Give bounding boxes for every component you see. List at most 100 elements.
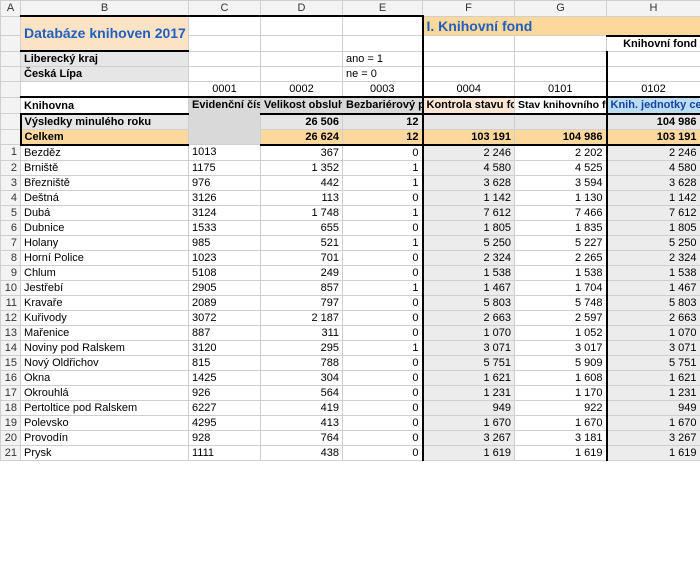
cell-evid[interactable]: 815 [189,355,261,370]
cell-prev[interactable]: 1 704 [515,280,607,295]
cell-curr[interactable]: 1 070 [607,325,700,340]
cell-pop[interactable]: 442 [261,175,343,190]
cell-name[interactable]: Horní Police [21,250,189,265]
cell-evid[interactable]: 1111 [189,445,261,460]
cell-ctrl[interactable]: 3 628 [423,175,515,190]
row-number[interactable]: 12 [1,310,21,325]
cell-pop[interactable]: 521 [261,235,343,250]
cell-ctrl[interactable]: 7 612 [423,205,515,220]
prev-label[interactable]: Výsledky minulého roku [21,114,189,130]
row-number[interactable]: 7 [1,235,21,250]
cell-curr[interactable]: 2 324 [607,250,700,265]
prev-D[interactable]: 26 506 [261,114,343,130]
cell-name[interactable]: Okna [21,370,189,385]
cell-curr[interactable]: 7 612 [607,205,700,220]
cell-curr[interactable]: 3 267 [607,430,700,445]
cell-curr[interactable]: 949 [607,400,700,415]
tot-H[interactable]: 103 191 [607,129,700,145]
cell-prev[interactable]: 7 466 [515,205,607,220]
tot-G[interactable]: 104 986 [515,129,607,145]
cell-prev[interactable]: 1 052 [515,325,607,340]
cell-pop[interactable]: 1 352 [261,160,343,175]
cell-ctrl[interactable]: 1 231 [423,385,515,400]
cell-ctrl[interactable]: 3 267 [423,430,515,445]
hdr-acc[interactable]: Bezbariérový přístup [343,97,423,114]
cell-evid[interactable]: 926 [189,385,261,400]
cell-curr[interactable]: 1 231 [607,385,700,400]
row-number[interactable]: 5 [1,205,21,220]
cell-pop[interactable]: 419 [261,400,343,415]
cell-acc[interactable]: 1 [343,235,423,250]
cell-evid[interactable]: 887 [189,325,261,340]
cell-prev[interactable]: 5 909 [515,355,607,370]
row-number[interactable]: 10 [1,280,21,295]
cell-acc[interactable]: 1 [343,160,423,175]
hdr-curr[interactable]: Knih. jednotky celkem sledovaného roku [607,97,700,114]
cell-pop[interactable]: 655 [261,220,343,235]
cell-curr[interactable]: 4 580 [607,160,700,175]
prev-E[interactable]: 12 [343,114,423,130]
district[interactable]: Česká Lípa [21,67,189,82]
code-H[interactable]: 0102 [607,82,700,98]
cell-pop[interactable]: 311 [261,325,343,340]
cell-acc[interactable]: 1 [343,280,423,295]
cell-curr[interactable]: 2 246 [607,145,700,161]
row-number[interactable]: 3 [1,175,21,190]
cell-curr[interactable]: 1 805 [607,220,700,235]
code-D[interactable]: 0002 [261,82,343,98]
cell-prev[interactable]: 4 525 [515,160,607,175]
cell-evid[interactable]: 3124 [189,205,261,220]
cell-acc[interactable]: 0 [343,415,423,430]
cell-acc[interactable]: 0 [343,190,423,205]
cell-name[interactable]: Brniště [21,160,189,175]
cell-ctrl[interactable]: 5 803 [423,295,515,310]
cell-prev[interactable]: 5 227 [515,235,607,250]
cell-pop[interactable]: 295 [261,340,343,355]
hdr-ctrl[interactable]: Kontrola stavu fondu [423,97,515,114]
row-number[interactable]: 9 [1,265,21,280]
cell-evid[interactable]: 1175 [189,160,261,175]
cell-ctrl[interactable]: 5 250 [423,235,515,250]
note-no[interactable]: ne = 0 [343,67,423,82]
cell-evid[interactable]: 2905 [189,280,261,295]
cell-ctrl[interactable]: 5 751 [423,355,515,370]
cell-curr[interactable]: 5 250 [607,235,700,250]
cell-pop[interactable]: 113 [261,190,343,205]
code-G[interactable]: 0101 [515,82,607,98]
region[interactable]: Liberecký kraj [21,51,189,67]
cell-name[interactable]: Kravaře [21,295,189,310]
cell-ctrl[interactable]: 1 538 [423,265,515,280]
row-number[interactable]: 16 [1,370,21,385]
cell-acc[interactable]: 0 [343,445,423,460]
cell-ctrl[interactable]: 1 805 [423,220,515,235]
hdr-pop[interactable]: Velikost obsluhované populace [261,97,343,114]
section-title[interactable]: I. Knihovní fond [423,16,700,36]
cell-acc[interactable]: 1 [343,175,423,190]
col-header-B[interactable]: B [21,1,189,17]
hdr-evid[interactable]: Evidenční číslo MK [189,97,261,145]
cell-ctrl[interactable]: 4 580 [423,160,515,175]
cell-pop[interactable]: 304 [261,370,343,385]
col-header-E[interactable]: E [343,1,423,17]
cell-prev[interactable]: 3 017 [515,340,607,355]
cell-name[interactable]: Bezděz [21,145,189,161]
row-number[interactable]: 11 [1,295,21,310]
row-number[interactable]: 17 [1,385,21,400]
cell-acc[interactable]: 0 [343,430,423,445]
cell-acc[interactable]: 1 [343,205,423,220]
tot-label[interactable]: Celkem [21,129,189,145]
cell-acc[interactable]: 0 [343,400,423,415]
row-number[interactable]: 19 [1,415,21,430]
cell-name[interactable]: Dubá [21,205,189,220]
cell-ctrl[interactable]: 1 621 [423,370,515,385]
hdr-prev[interactable]: Stav knihovního fondu minulého roku [515,97,607,114]
cell-prev[interactable]: 3 594 [515,175,607,190]
col-header-F[interactable]: F [423,1,515,17]
cell-evid[interactable]: 985 [189,235,261,250]
cell-pop[interactable]: 797 [261,295,343,310]
cell-evid[interactable]: 1023 [189,250,261,265]
row-number[interactable]: 2 [1,160,21,175]
cell-evid[interactable]: 4295 [189,415,261,430]
cell-ctrl[interactable]: 1 467 [423,280,515,295]
cell-ctrl[interactable]: 1 070 [423,325,515,340]
